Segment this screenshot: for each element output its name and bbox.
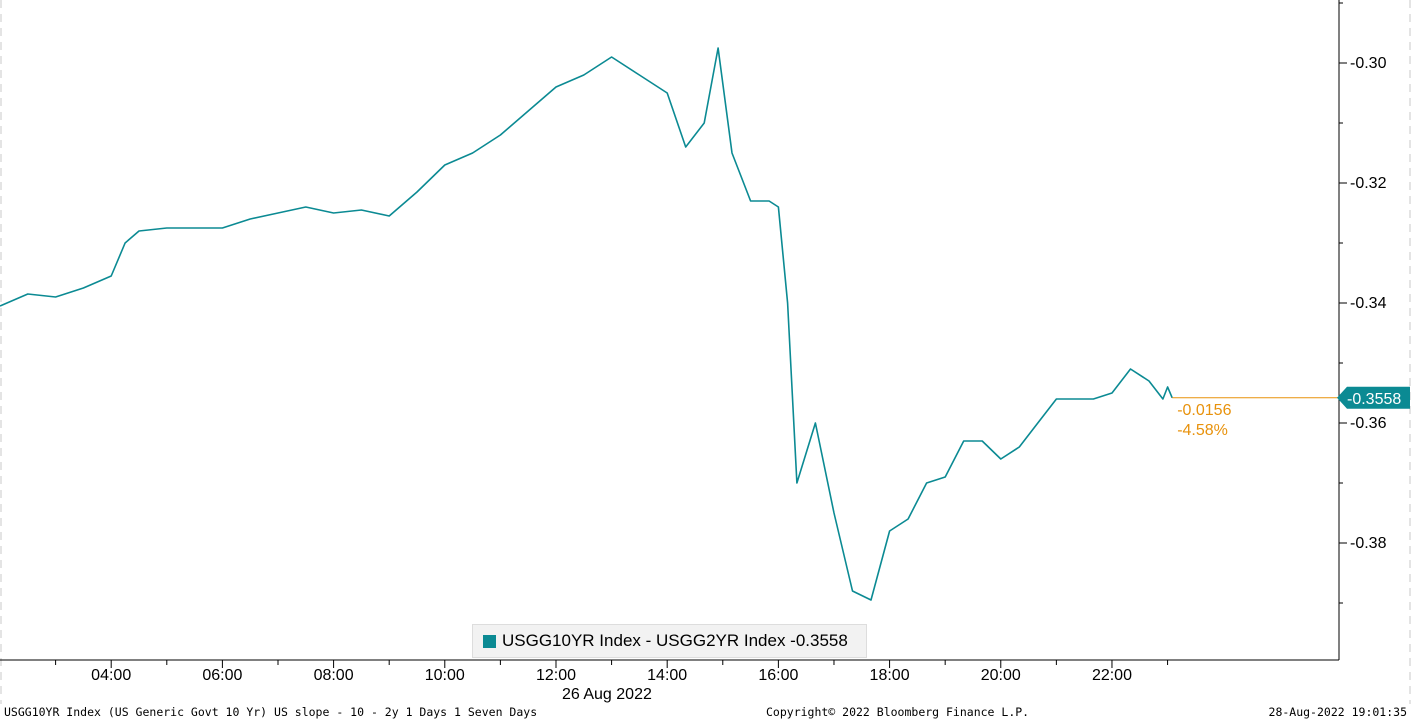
x-tick-label: 04:00 — [91, 667, 131, 684]
footer-copyright: Copyright© 2022 Bloomberg Finance L.P. — [766, 705, 1030, 719]
legend-swatch — [483, 634, 496, 648]
change-absolute-label: -0.0156 — [1177, 402, 1231, 419]
x-tick-label: 06:00 — [202, 667, 242, 684]
x-tick-label: 18:00 — [870, 667, 910, 684]
y-tick-label: -0.32 — [1350, 175, 1387, 192]
x-tick-label: 08:00 — [314, 667, 354, 684]
x-axis-ticks: 04:00 06:00 08:00 10:00 12:00 14:00 16:00 18:00… — [55, 660, 1169, 684]
legend-label: USGG10YR Index - USGG2YR Index -0.3558 — [502, 631, 848, 650]
y-tick-label: -0.30 — [1350, 55, 1387, 72]
y-tick-label: -0.34 — [1350, 295, 1387, 312]
series-line — [0, 47, 1173, 601]
change-percent-label: -4.58% — [1177, 422, 1228, 439]
last-value-label: -0.3558 — [1347, 391, 1401, 408]
x-tick-label: 20:00 — [981, 667, 1021, 684]
y-axis-ticks: -0.30 -0.32 -0.34 -0.36 -0.38 — [1339, 2, 1387, 604]
footer-timestamp: 28-Aug-2022 19:01:35 — [1268, 705, 1407, 719]
x-tick-label: 22:00 — [1092, 667, 1132, 684]
legend: USGG10YR Index - USGG2YR Index -0.3558 — [472, 624, 867, 658]
last-value-marker: -0.3558 — [1337, 386, 1410, 409]
x-axis-date-label: 26 Aug 2022 — [562, 686, 652, 703]
x-tick-label: 16:00 — [758, 667, 798, 684]
y-tick-label: -0.36 — [1350, 415, 1387, 432]
last-value-arrow — [1337, 386, 1410, 409]
footer-description: USGG10YR Index (US Generic Govt 10 Yr) U… — [4, 705, 538, 719]
y-tick-label: -0.38 — [1350, 535, 1387, 552]
x-tick-label: 14:00 — [647, 667, 687, 684]
x-tick-label: 10:00 — [425, 667, 465, 684]
x-tick-label: 12:00 — [536, 667, 576, 684]
